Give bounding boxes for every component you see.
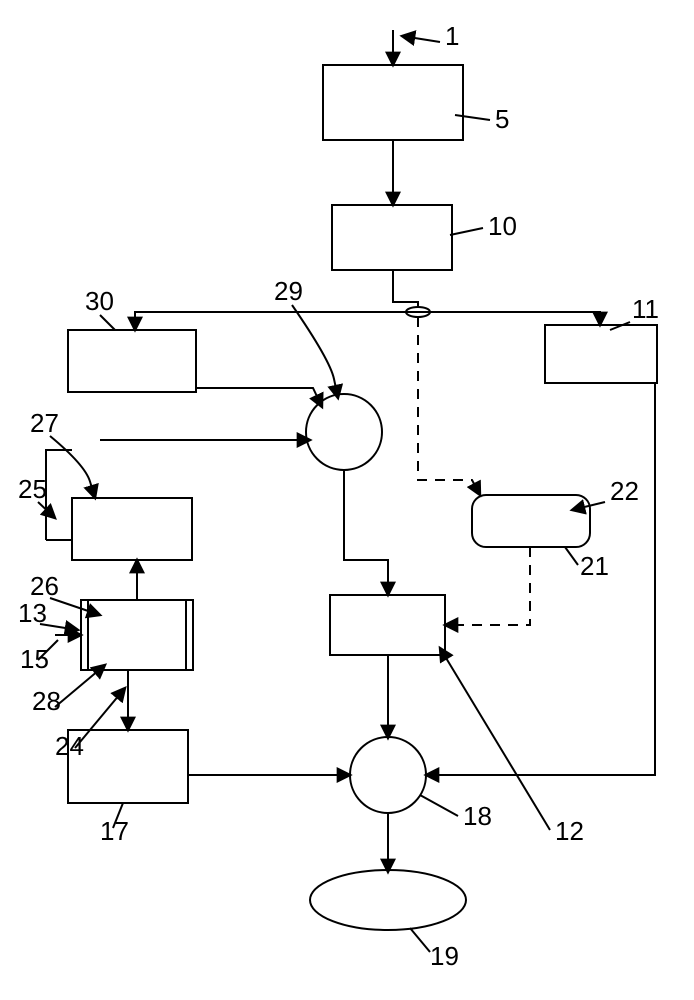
label-l26: 26 bbox=[30, 571, 59, 601]
edge-e21_12d bbox=[445, 547, 530, 625]
leader-l21 bbox=[565, 547, 578, 565]
edge-ej_21d bbox=[418, 317, 480, 495]
leader-l28 bbox=[55, 665, 105, 707]
node-e19 bbox=[310, 870, 466, 930]
node-b27 bbox=[72, 498, 192, 560]
edge-e10_j bbox=[393, 270, 418, 307]
label-l10: 10 bbox=[488, 211, 517, 241]
label-l24: 24 bbox=[55, 731, 84, 761]
nodes-layer bbox=[46, 65, 657, 930]
label-l19: 19 bbox=[430, 941, 459, 971]
node-b5 bbox=[323, 65, 463, 140]
node-c29 bbox=[306, 394, 382, 470]
node-b13 bbox=[81, 600, 193, 670]
edge-e29_12 bbox=[344, 470, 388, 595]
node-r21 bbox=[472, 495, 590, 547]
node-b17 bbox=[68, 730, 188, 803]
leader-l27 bbox=[50, 436, 95, 498]
leader-l1 bbox=[402, 36, 440, 42]
label-l22: 22 bbox=[610, 476, 639, 506]
node-b11 bbox=[545, 325, 657, 383]
leader-l12 bbox=[440, 648, 550, 830]
label-l30: 30 bbox=[85, 286, 114, 316]
label-l5: 5 bbox=[495, 104, 509, 134]
node-b12 bbox=[330, 595, 445, 655]
leader-l10 bbox=[450, 228, 483, 235]
leader-l29 bbox=[292, 305, 338, 398]
edge-ej_11 bbox=[418, 312, 600, 325]
leader-l19 bbox=[410, 928, 430, 952]
leader-l30 bbox=[100, 315, 115, 330]
label-l27: 27 bbox=[30, 408, 59, 438]
edge-e11_18 bbox=[426, 383, 655, 775]
leader-l5 bbox=[455, 115, 490, 120]
edge-ej_30 bbox=[135, 312, 418, 330]
label-l29: 29 bbox=[274, 276, 303, 306]
label-l15: 15 bbox=[20, 644, 49, 674]
label-l28: 28 bbox=[32, 686, 61, 716]
label-l1: 1 bbox=[445, 21, 459, 51]
edge-e30_29 bbox=[196, 388, 322, 407]
node-b30 bbox=[68, 330, 196, 392]
label-l12: 12 bbox=[555, 816, 584, 846]
node-c18 bbox=[350, 737, 426, 813]
node-b10 bbox=[332, 205, 452, 270]
leader-l18 bbox=[420, 795, 458, 816]
diagram-canvas: 151029301127252221261315282417181219 bbox=[0, 0, 694, 1000]
edges-layer bbox=[46, 30, 655, 872]
label-l11: 11 bbox=[632, 294, 659, 324]
label-l21: 21 bbox=[580, 551, 609, 581]
label-l17: 17 bbox=[100, 816, 129, 846]
label-l25: 25 bbox=[18, 474, 47, 504]
label-l13: 13 bbox=[18, 598, 47, 628]
label-l18: 18 bbox=[463, 801, 492, 831]
